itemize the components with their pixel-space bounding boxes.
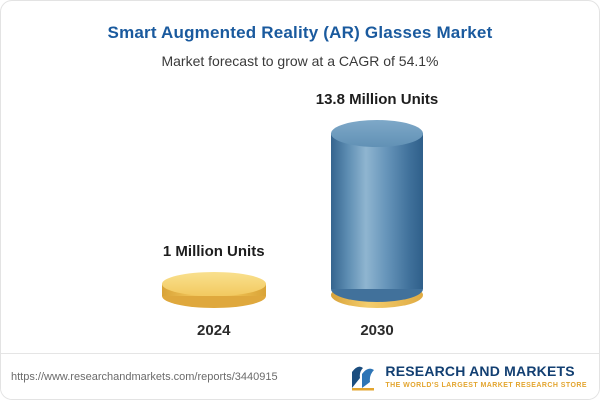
chart-subtitle: Market forecast to grow at a CAGR of 54.…	[161, 53, 439, 69]
bar-2030-body	[331, 133, 423, 289]
bar-2024-top-ellipse	[161, 272, 266, 296]
bar-2030-top-ellipse	[331, 120, 423, 147]
category-label-2030: 2030	[360, 322, 394, 339]
logo-tagline: THE WORLD'S LARGEST MARKET RESEARCH STOR…	[385, 381, 587, 389]
research-and-markets-logo: RESEARCH AND MARKETS THE WORLD'S LARGEST…	[348, 362, 587, 392]
logo-name: RESEARCH AND MARKETS	[385, 363, 575, 380]
chart-header: Smart Augmented Reality (AR) Glasses Mar…	[1, 1, 599, 69]
category-label-2024: 2024	[197, 322, 231, 339]
bar-2024-cylinder	[161, 272, 266, 308]
bar-chart: 1 Million Units 2024 13.8 Million Units …	[1, 69, 599, 353]
research-and-markets-logo-icon	[352, 366, 375, 390]
value-label-2024: 1 Million Units	[162, 243, 265, 260]
chart-title: Smart Augmented Reality (AR) Glasses Mar…	[107, 23, 493, 42]
bar-group-2024: 1 Million Units 2024	[161, 243, 266, 339]
logo-text-block: RESEARCH AND MARKETS THE WORLD'S LARGEST…	[385, 363, 587, 389]
footer: https://www.researchandmarkets.com/repor…	[1, 353, 599, 399]
bar-2030-cylinder	[331, 120, 423, 308]
bar-group-2030: 13.8 Million Units 2030	[316, 91, 439, 339]
value-label-2030: 13.8 Million Units	[315, 91, 439, 108]
report-url: https://www.researchandmarkets.com/repor…	[11, 370, 278, 383]
